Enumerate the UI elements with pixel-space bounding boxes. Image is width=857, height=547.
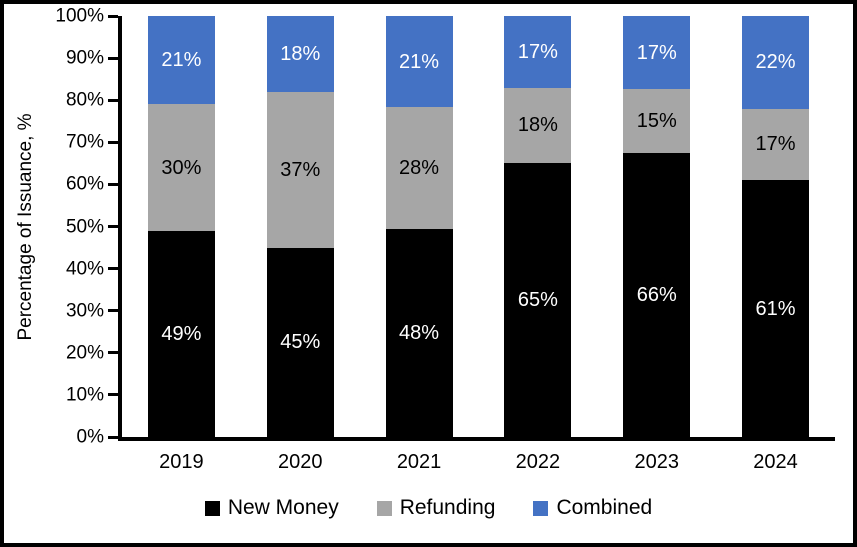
bar-segment-combined: 21% bbox=[147, 16, 215, 105]
bar-segment-refunding: 17% bbox=[742, 108, 810, 181]
bar-slot-2023: 17% 15% 66% bbox=[597, 16, 716, 437]
y-axis-line bbox=[118, 16, 122, 441]
y-tick-label: 0% bbox=[76, 426, 104, 448]
legend-swatch-refunding bbox=[376, 500, 392, 516]
legend-label-new-money: New Money bbox=[227, 496, 339, 519]
x-tick-label-2020: 2020 bbox=[277, 451, 323, 473]
y-tick-label: 20% bbox=[65, 342, 104, 364]
data-label-new-money: 61% bbox=[755, 297, 796, 320]
data-label-refunding: 30% bbox=[161, 156, 202, 179]
y-tick-mark bbox=[108, 225, 118, 228]
data-label-refunding: 28% bbox=[399, 156, 440, 179]
legend-label-combined: Combined bbox=[556, 496, 653, 519]
bar-slot-2019: 21% 30% 49% bbox=[122, 16, 241, 437]
bar-segment-combined: 17% bbox=[504, 16, 572, 88]
legend-item-refunding: Refunding bbox=[376, 496, 496, 520]
data-label-new-money: 65% bbox=[517, 289, 558, 312]
data-label-combined: 17% bbox=[517, 40, 558, 63]
bar-slot-2024: 22% 17% 61% bbox=[716, 16, 835, 437]
y-tick-mark bbox=[108, 140, 118, 144]
y-tick-label: 10% bbox=[65, 384, 104, 406]
bar-segment-refunding: 28% bbox=[385, 107, 453, 229]
bar-segment-combined: 21% bbox=[385, 16, 453, 108]
data-label-combined: 17% bbox=[636, 41, 677, 64]
data-label-refunding: 15% bbox=[636, 110, 677, 133]
y-tick-label: 60% bbox=[65, 173, 104, 195]
data-label-combined: 18% bbox=[280, 42, 321, 65]
data-label-combined: 21% bbox=[399, 50, 440, 73]
data-label-new-money: 48% bbox=[399, 321, 440, 344]
legend-swatch-combined bbox=[533, 500, 549, 516]
data-label-combined: 21% bbox=[161, 49, 202, 72]
bar-segment-refunding: 30% bbox=[147, 104, 215, 231]
y-tick-mark bbox=[108, 435, 118, 439]
stacked-bar-2024: 22% 17% 61% bbox=[742, 16, 810, 437]
x-tick-label-2024: 2024 bbox=[753, 451, 798, 473]
y-tick-mark bbox=[108, 393, 118, 397]
bar-segment-new-money: 49% bbox=[147, 230, 215, 437]
bar-segment-new-money: 65% bbox=[504, 163, 572, 437]
y-tick-label: 80% bbox=[65, 89, 104, 111]
y-tick-mark bbox=[108, 267, 118, 271]
y-tick-label: 70% bbox=[65, 131, 104, 153]
bar-segment-combined: 22% bbox=[742, 16, 810, 109]
data-label-new-money: 49% bbox=[161, 322, 202, 345]
data-label-new-money: 66% bbox=[636, 284, 677, 307]
y-tick-mark bbox=[108, 351, 118, 355]
bar-segment-refunding: 15% bbox=[623, 89, 691, 154]
bar-slot-2020: 18% 37% 45% bbox=[241, 16, 360, 437]
x-tick-label-2023: 2023 bbox=[634, 451, 679, 473]
bar-segment-new-money: 66% bbox=[623, 153, 691, 437]
x-tick-label-2019: 2019 bbox=[159, 451, 204, 473]
legend-item-combined: Combined bbox=[533, 496, 652, 520]
stacked-bar-2023: 17% 15% 66% bbox=[623, 16, 691, 437]
bar-segment-new-money: 61% bbox=[742, 180, 810, 437]
y-tick-label: 40% bbox=[65, 258, 104, 280]
legend-label-refunding: Refunding bbox=[399, 496, 496, 519]
legend-swatch-new-money bbox=[204, 500, 220, 516]
y-tick-label: 100% bbox=[55, 5, 104, 27]
legend: New Money Refunding Combined bbox=[4, 493, 853, 523]
y-tick-mark bbox=[108, 309, 118, 313]
stacked-bar-2019: 21% 30% 49% bbox=[147, 16, 215, 437]
y-tick-label: 30% bbox=[65, 300, 104, 322]
data-label-refunding: 17% bbox=[755, 133, 796, 156]
bar-segment-new-money: 45% bbox=[266, 247, 334, 437]
bar-segment-new-money: 48% bbox=[385, 228, 453, 437]
data-label-new-money: 45% bbox=[280, 331, 321, 354]
bar-slot-2022: 17% 18% 65% bbox=[478, 16, 597, 437]
y-tick-label: 90% bbox=[65, 47, 104, 69]
y-tick-mark bbox=[108, 56, 118, 60]
plot-area: 21% 30% 49% 18% 37% 45% 21% 28% 48% 17% 18% 65% 17% 1… bbox=[122, 16, 835, 437]
bar-segment-combined: 18% bbox=[266, 16, 334, 92]
bar-segment-refunding: 37% bbox=[266, 91, 334, 248]
stacked-bar-2021: 21% 28% 48% bbox=[385, 16, 453, 437]
data-label-refunding: 18% bbox=[517, 114, 558, 137]
bar-slot-2021: 21% 28% 48% bbox=[360, 16, 479, 437]
bar-segment-combined: 17% bbox=[623, 16, 691, 90]
stacked-bar-2020: 18% 37% 45% bbox=[266, 16, 334, 437]
y-tick-mark bbox=[108, 182, 118, 186]
legend-item-new-money: New Money bbox=[204, 496, 339, 520]
y-tick-label: 50% bbox=[65, 216, 104, 237]
data-label-refunding: 37% bbox=[280, 158, 321, 181]
y-tick-mark bbox=[108, 14, 118, 18]
x-axis-line bbox=[118, 437, 835, 441]
y-tick-mark bbox=[108, 98, 118, 102]
stacked-bar-2022: 17% 18% 65% bbox=[504, 16, 572, 437]
bar-segment-refunding: 18% bbox=[504, 87, 572, 164]
x-tick-label-2021: 2021 bbox=[396, 451, 442, 473]
data-label-combined: 22% bbox=[755, 51, 796, 74]
x-tick-label-2022: 2022 bbox=[515, 451, 561, 473]
x-axis-labels: 2019 2020 2021 2022 2023 2024 bbox=[122, 451, 835, 475]
